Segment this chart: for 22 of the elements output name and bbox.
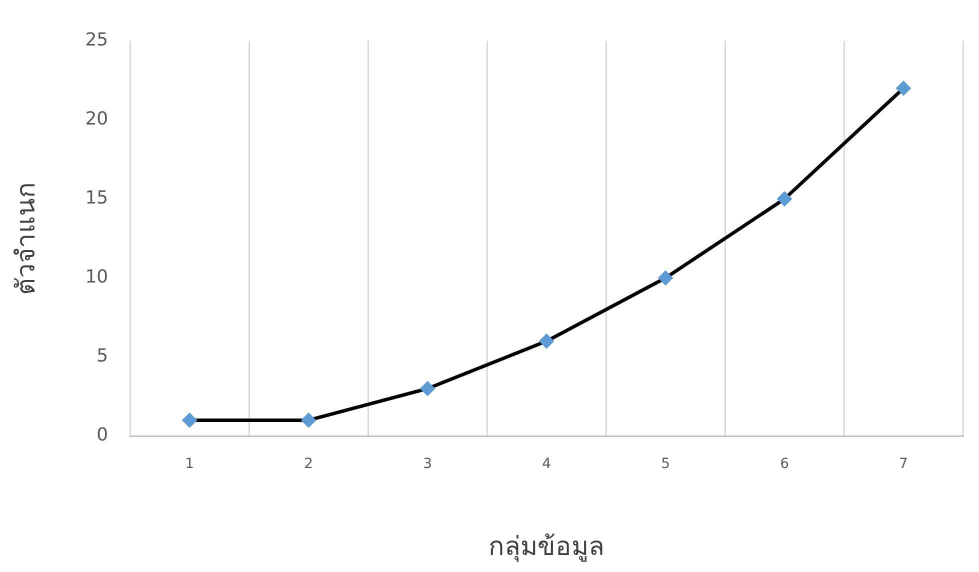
x-tick-label: 2	[304, 456, 314, 472]
x-axis-title: กลุ่มข้อมูล	[488, 532, 605, 562]
point	[658, 270, 674, 286]
x-tick-label: 6	[780, 456, 790, 472]
x-tick-label: 4	[542, 456, 552, 472]
point	[301, 412, 316, 428]
x-tick-label: 1	[185, 456, 194, 472]
x-tick-label: 7	[899, 456, 908, 472]
x-tick-label: 3	[423, 456, 432, 472]
point	[420, 381, 436, 396]
x-tick-label: 5	[661, 456, 670, 472]
y-tick-label: 10	[85, 266, 108, 288]
y-axis-title: ตัวจำแนก	[11, 182, 42, 295]
y-tick-label: 0	[96, 424, 108, 446]
y-tick-label: 25	[85, 29, 108, 50]
point	[539, 334, 554, 349]
point	[896, 80, 912, 96]
y-tick-label: 20	[85, 108, 108, 130]
y-tick-label: 15	[85, 188, 108, 209]
point	[182, 412, 198, 428]
y-tick-label: 5	[96, 346, 108, 367]
point	[777, 191, 792, 206]
